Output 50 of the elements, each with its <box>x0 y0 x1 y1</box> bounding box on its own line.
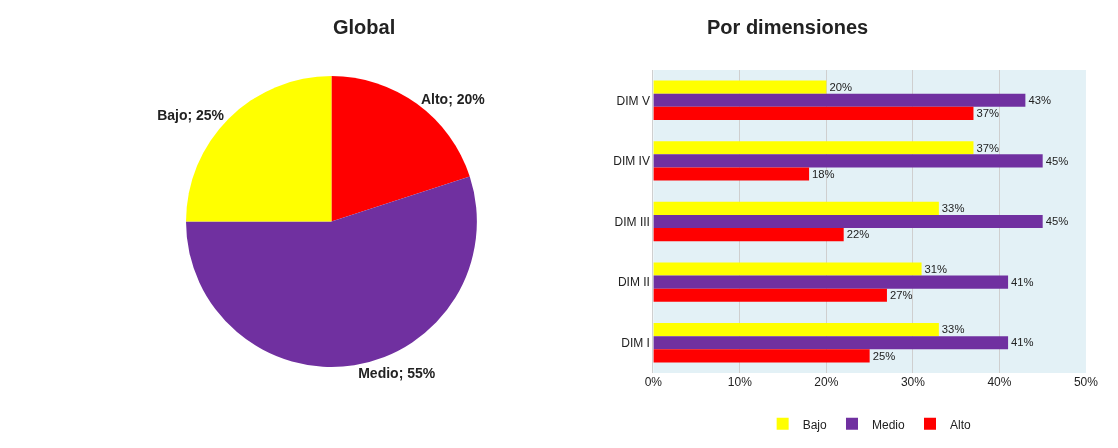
bar <box>653 262 922 276</box>
slice-label: Alto; 20% <box>420 90 486 107</box>
bar <box>653 349 870 363</box>
x-tick-label: 0% <box>644 375 663 389</box>
x-tick-label: 10% <box>727 375 753 389</box>
data-label: 25% <box>872 349 896 362</box>
data-label: 27% <box>889 288 913 301</box>
y-tick-label: DIM III <box>614 214 650 229</box>
bar <box>653 106 974 120</box>
data-label: 22% <box>846 228 870 241</box>
bar <box>653 228 844 242</box>
y-tick-label: DIM IV <box>613 154 650 169</box>
slice-label: Bajo; 25% <box>157 106 225 123</box>
bar <box>653 288 887 302</box>
bar <box>653 141 974 155</box>
bar <box>653 275 1009 289</box>
chart-title: Por dimensiones <box>707 16 869 38</box>
data-label: 45% <box>1045 154 1069 167</box>
data-label: 37% <box>976 141 999 154</box>
bar <box>653 323 939 337</box>
data-label: 18% <box>812 167 835 180</box>
slice-label: Medio; 55% <box>358 364 436 381</box>
bar <box>653 93 1026 107</box>
x-tick-label: 20% <box>814 375 839 389</box>
bar <box>653 214 1043 229</box>
bar <box>653 167 810 181</box>
data-label: 31% <box>924 262 948 275</box>
data-label: 20% <box>829 80 852 93</box>
bar <box>653 336 1009 350</box>
data-label: 41% <box>1011 336 1034 349</box>
legend-label: Alto <box>950 417 972 432</box>
x-tick-label: 40% <box>987 375 1012 389</box>
chart-title: Global <box>333 16 396 38</box>
legend-label: Bajo <box>802 417 827 432</box>
bar <box>653 154 1043 168</box>
data-label: 41% <box>1011 275 1034 288</box>
y-tick-label: DIM II <box>617 275 650 290</box>
y-tick-label: DIM I <box>621 335 650 350</box>
x-tick-label: 50% <box>1073 375 1099 389</box>
data-label: 33% <box>941 323 965 336</box>
x-tick-label: 30% <box>900 375 926 389</box>
y-tick-label: DIM V <box>616 93 650 108</box>
bar <box>653 80 827 94</box>
data-label: 45% <box>1045 215 1069 228</box>
data-label: 37% <box>976 107 999 120</box>
legend-label: Medio <box>871 417 905 432</box>
data-label: 33% <box>941 202 965 215</box>
bar <box>653 201 939 215</box>
data-label: 43% <box>1028 94 1051 107</box>
pie-slice <box>186 176 477 367</box>
